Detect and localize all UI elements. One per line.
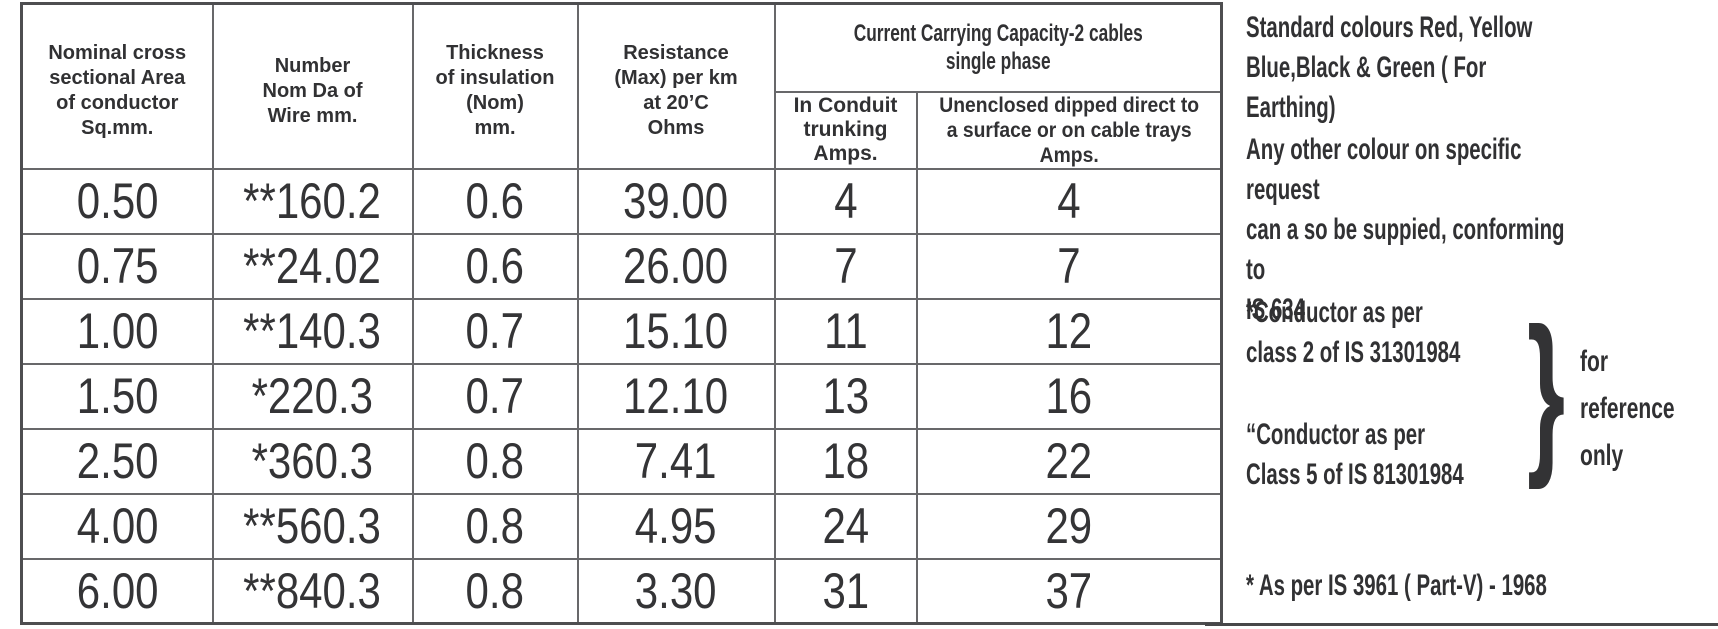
table-cell: **24.02 (211, 232, 414, 300)
header-current-capacity-group: Current Carrying Capacity-2 cables singl… (773, 2, 1223, 93)
header-number-wire: Number Nom Da of Wire mm. (211, 2, 414, 170)
header-in-conduit: In Conduit trunking Amps. (773, 90, 918, 170)
table-row: 4.00 **560.3 0.8 4.95 24 29 (20, 492, 1223, 560)
table-cell: 0.50 (20, 167, 214, 235)
table-row: 0.75 **24.02 0.6 26.00 7 7 (20, 232, 1223, 300)
note-other-colours-text: Any other colour on specific request can… (1246, 133, 1565, 326)
note-for-reference-text: for reference only (1580, 345, 1675, 472)
table-cell: 3.30 (576, 557, 776, 625)
table-cell: 31 (773, 557, 918, 625)
table-cell: 18 (773, 427, 918, 495)
table-cell: 1.00 (20, 297, 214, 365)
table-cell: 11 (773, 297, 918, 365)
header-nominal-area: Nominal cross sectional Area of conducto… (20, 2, 214, 170)
note-conductor-class5-text: “Conductor as per Class 5 of IS 81301984 (1246, 418, 1464, 491)
header-current-capacity-label: Current Carrying Capacity-2 cables singl… (853, 19, 1143, 75)
table-cell: 39.00 (576, 167, 776, 235)
table-cell: 6.00 (20, 557, 214, 625)
table-cell: 4 (773, 167, 918, 235)
table-cell: 0.8 (411, 492, 579, 560)
table-cell: 29 (915, 492, 1223, 560)
table-cell: 24 (773, 492, 918, 560)
table-cell: 4 (915, 167, 1223, 235)
header-row-sub: In Conduit trunking Amps. Unenclosed dip… (22, 90, 1223, 170)
table-cell: 1.50 (20, 362, 214, 430)
table-cell: 4.00 (20, 492, 214, 560)
table-cell: 0.8 (411, 557, 579, 625)
table-cell: 0.7 (411, 362, 579, 430)
table-cell: 37 (915, 557, 1223, 625)
table-cell: **140.3 (211, 297, 414, 365)
table-cell: 26.00 (576, 232, 776, 300)
table-cell: **560.3 (211, 492, 414, 560)
table-cell: 13 (773, 362, 918, 430)
table-cell: 15.10 (576, 297, 776, 365)
table-row: 2.50 *360.3 0.8 7.41 18 22 (20, 427, 1223, 495)
table-cell: 0.8 (411, 427, 579, 495)
header-resistance: Resistance (Max) per km at 20’C Ohms (576, 2, 776, 170)
table-cell: *360.3 (211, 427, 414, 495)
table-cell: **160.2 (211, 167, 414, 235)
table-cell: 0.75 (20, 232, 214, 300)
note-conductor-class2: *Conductor as per class 2 of IS 31301984 (1246, 293, 1561, 373)
header-unenclosed: Unenclosed dipped direct to a surface or… (915, 90, 1223, 170)
table-row: 1.50 *220.3 0.7 12.10 13 16 (20, 362, 1223, 430)
note-other-colours: Any other colour on specific request can… (1246, 130, 1718, 330)
table-row: 6.00 **840.3 0.8 3.30 31 37 (20, 557, 1223, 625)
cable-spec-table: Nominal cross sectional Area of conducto… (20, 2, 1223, 625)
note-conductor-class5: “Conductor as per Class 5 of IS 81301984 (1246, 415, 1566, 495)
note-as-per-text: * As per IS 3961 ( Part-V) - 1968 (1246, 569, 1547, 602)
table-row: 1.00 **140.3 0.7 15.10 11 12 (20, 297, 1223, 365)
table-cell: 7.41 (576, 427, 776, 495)
table-cell: 12 (915, 297, 1223, 365)
table-cell: 0.7 (411, 297, 579, 365)
note-as-per-is3961: * As per IS 3961 ( Part-V) - 1968 (1246, 566, 1688, 606)
note-conductor-class2-text: *Conductor as per class 2 of IS 31301984 (1246, 296, 1461, 369)
table-cell: 0.6 (411, 167, 579, 235)
table-cell: 16 (915, 362, 1223, 430)
table-cell: 7 (773, 232, 918, 300)
table-row: 0.50 **160.2 0.6 39.00 4 4 (20, 167, 1223, 235)
header-row-group: Nominal cross sectional Area of conducto… (20, 2, 1223, 170)
header-unenclosed-label: Unenclosed dipped direct to a surface or… (938, 93, 1199, 167)
note-standard-colours-text: Standard colours Red, Yellow Blue,Black … (1246, 11, 1533, 124)
table-cell: 0.6 (411, 232, 579, 300)
table-cell: **840.3 (211, 557, 414, 625)
bottom-rule (1205, 623, 1718, 626)
table-cell: 7 (915, 232, 1223, 300)
note-standard-colours: Standard colours Red, Yellow Blue,Black … (1246, 8, 1718, 128)
table-cell: 4.95 (576, 492, 776, 560)
table-cell: 22 (915, 427, 1223, 495)
curly-brace-glyph: } (1527, 291, 1566, 490)
note-for-reference-only: for reference only (1580, 338, 1715, 479)
header-insulation-thickness: Thickness of insulation (Nom) mm. (411, 2, 579, 170)
table-cell: 12.10 (576, 362, 776, 430)
table-cell: 2.50 (20, 427, 214, 495)
table-cell: *220.3 (211, 362, 414, 430)
